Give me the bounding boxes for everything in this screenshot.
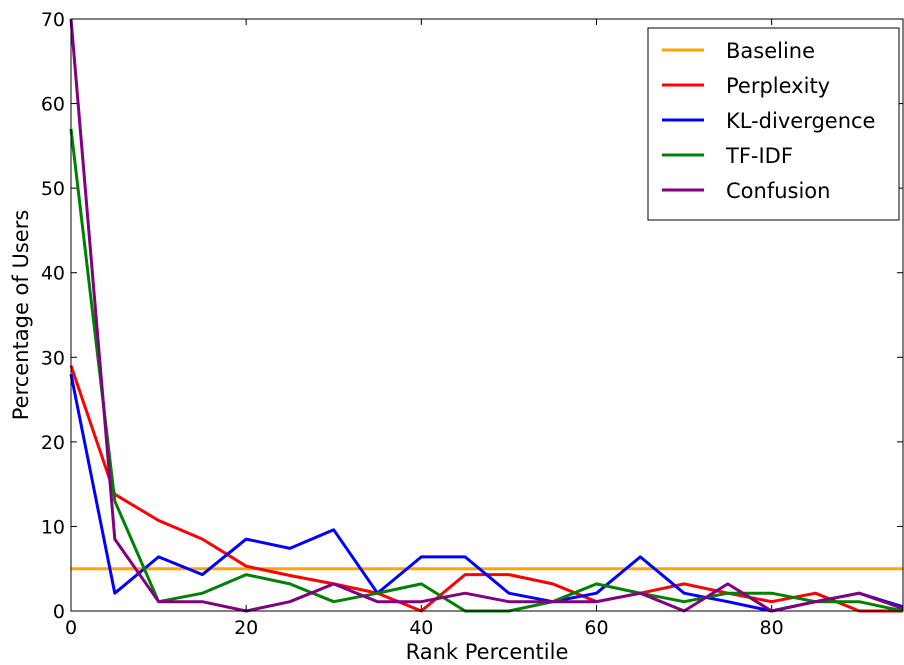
x-tick-label: 80	[760, 617, 784, 639]
series-line-confusion	[69, 18, 904, 613]
y-tick-label: 40	[41, 263, 65, 285]
y-tick-label: 50	[41, 178, 65, 200]
y-axis-label: Percentage of Users	[9, 210, 33, 421]
y-tick-label: 10	[41, 516, 65, 538]
x-axis-label: Rank Percentile	[406, 640, 569, 664]
x-tick-label: 20	[234, 617, 258, 639]
legend-box	[647, 27, 900, 221]
legend-label: Confusion	[726, 179, 830, 203]
series-line-kl-divergence	[69, 373, 904, 613]
legend-label: KL-divergence	[726, 109, 875, 133]
y-tick-label: 70	[41, 9, 65, 31]
legend-label: TF-IDF	[725, 144, 793, 168]
x-tick-label: 60	[584, 617, 608, 639]
plot-frame	[70, 18, 904, 612]
legend-label: Baseline	[726, 39, 815, 63]
y-tick-label: 20	[41, 432, 65, 454]
x-tick-label: 0	[65, 617, 77, 639]
x-tick-label: 40	[409, 617, 433, 639]
legend: Baseline Perplexity KL-divergence TF-IDF Con…	[647, 27, 900, 221]
y-tick-label: 30	[41, 347, 65, 369]
y-tick-label: 0	[53, 601, 65, 623]
series-lines	[69, 18, 904, 613]
y-tick-label: 60	[41, 94, 65, 116]
legend-label: Perplexity	[726, 74, 830, 98]
axis-ticks: 0 20 40 60 80 0 10 20 30 40 50 60 70	[41, 9, 903, 639]
